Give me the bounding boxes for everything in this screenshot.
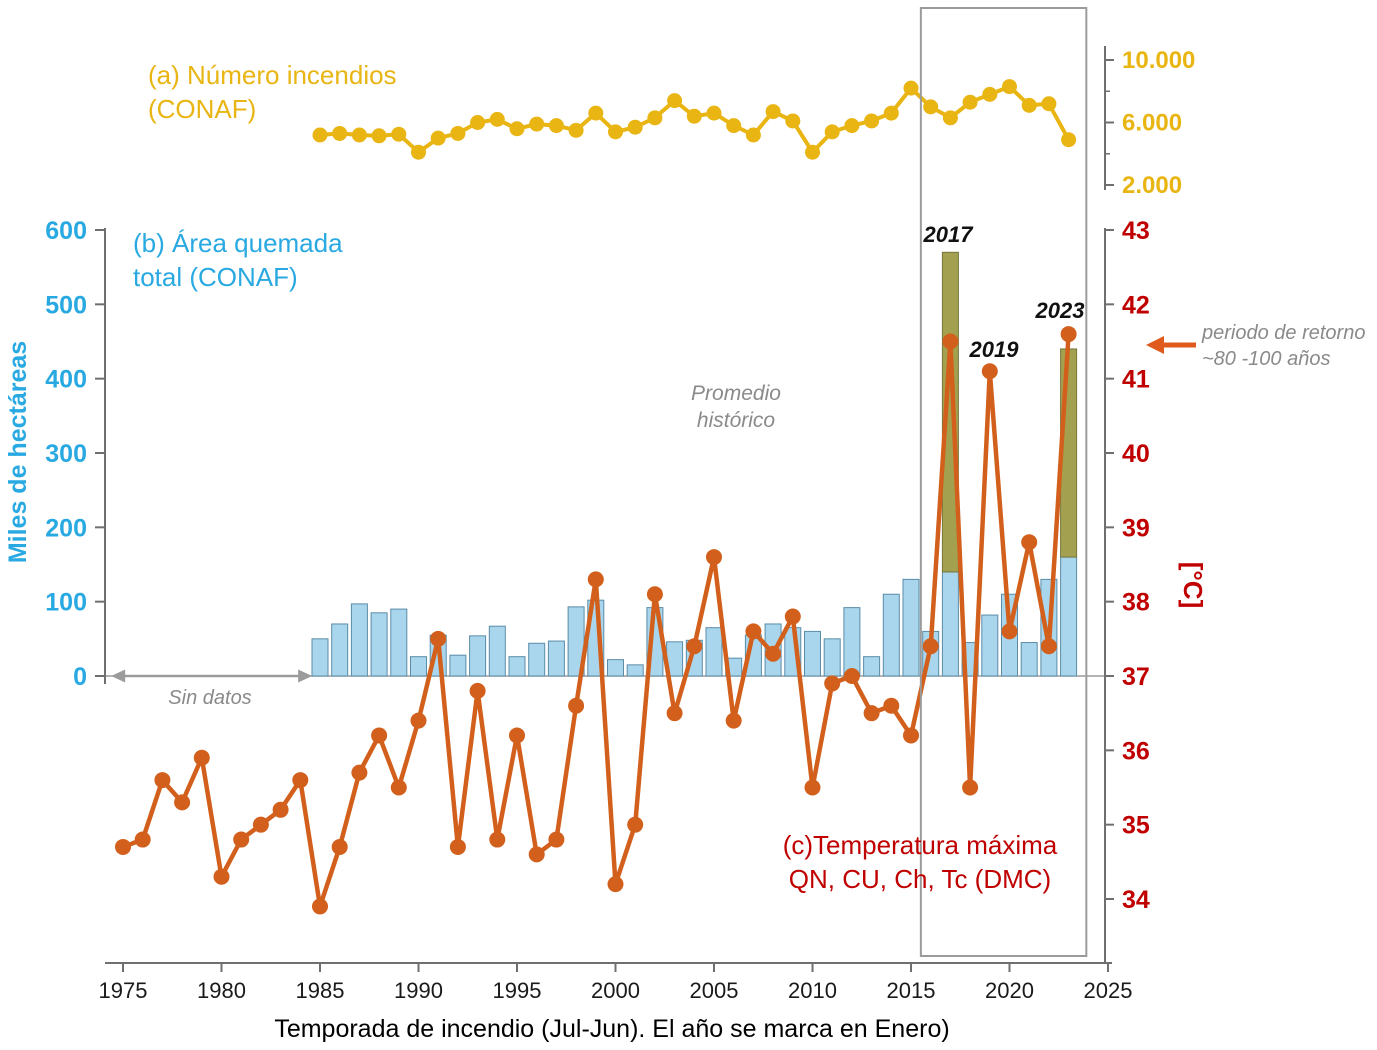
svg-text:1995: 1995 [493,978,542,1003]
svg-text:Temporada de incendio (Jul-Jun: Temporada de incendio (Jul-Jun). El año … [274,1015,949,1043]
svg-text:37: 37 [1122,663,1150,691]
svg-text:100: 100 [45,589,87,617]
svg-text:400: 400 [45,366,87,394]
retorno-line2: ~80 -100 años [1202,348,1331,370]
historical-average-annotation: Promedio histórico [660,380,812,434]
svg-text:1980: 1980 [197,978,246,1003]
retorno-line1: periodo de retorno [1202,322,1366,344]
svg-text:36: 36 [1122,737,1150,765]
peak-2017-label: 2017 [923,222,973,247]
svg-text:2020: 2020 [985,978,1034,1003]
svg-text:43: 43 [1122,217,1150,245]
svg-text:41: 41 [1122,366,1150,394]
temp-title-line2: QN, CU, Ch, Tc (DMC) [788,864,1052,894]
temperature-series-title: (c)Temperatura máxima QN, CU, Ch, Tc (DM… [750,828,1090,896]
promedio-line2: histórico [696,409,776,432]
svg-text:39: 39 [1122,514,1150,542]
svg-text:34: 34 [1122,886,1150,914]
svg-text:600: 600 [45,217,87,245]
svg-text:0: 0 [73,663,87,691]
area-title-line2: total (CONAF) [133,262,298,292]
svg-text:200: 200 [45,514,87,542]
svg-text:40: 40 [1122,440,1150,468]
svg-text:38: 38 [1122,589,1150,617]
fires-title-line1: (a) Número incendios [148,60,397,90]
promedio-line1: Promedio [691,382,781,405]
svg-text:6.000: 6.000 [1122,110,1182,137]
return-period-annotation: periodo de retorno ~80 -100 años [1202,320,1365,372]
svg-text:[°C]: [°C] [1178,562,1208,609]
svg-text:2015: 2015 [887,978,936,1003]
svg-text:2.000: 2.000 [1122,172,1182,199]
fires-series-title: (a) Número incendios (CONAF) [148,58,397,126]
sin-datos-label: Sin datos [168,687,252,709]
burned-area-series-title: (b) Área quemada total (CONAF) [133,226,343,294]
svg-text:2000: 2000 [591,978,640,1003]
area-title-line1: (b) Área quemada [133,228,343,258]
peak-2019-label: 2019 [969,337,1019,362]
temp-title-line1: (c)Temperatura máxima [782,830,1058,860]
svg-text:10.000: 10.000 [1122,47,1195,74]
svg-text:35: 35 [1122,812,1150,840]
svg-text:500: 500 [45,291,87,319]
svg-text:1990: 1990 [394,978,443,1003]
svg-text:2010: 2010 [788,978,837,1003]
svg-text:2005: 2005 [690,978,739,1003]
svg-text:42: 42 [1122,291,1150,319]
svg-text:2025: 2025 [1084,978,1133,1003]
svg-text:300: 300 [45,440,87,468]
svg-text:1985: 1985 [296,978,345,1003]
no-data-annotation: Sin datos [140,685,280,712]
fires-title-line2: (CONAF) [148,94,257,124]
svg-text:Miles de hectáreas: Miles de hectáreas [4,341,32,563]
peak-2023-label: 2023 [1035,298,1085,323]
svg-text:1975: 1975 [99,978,148,1003]
